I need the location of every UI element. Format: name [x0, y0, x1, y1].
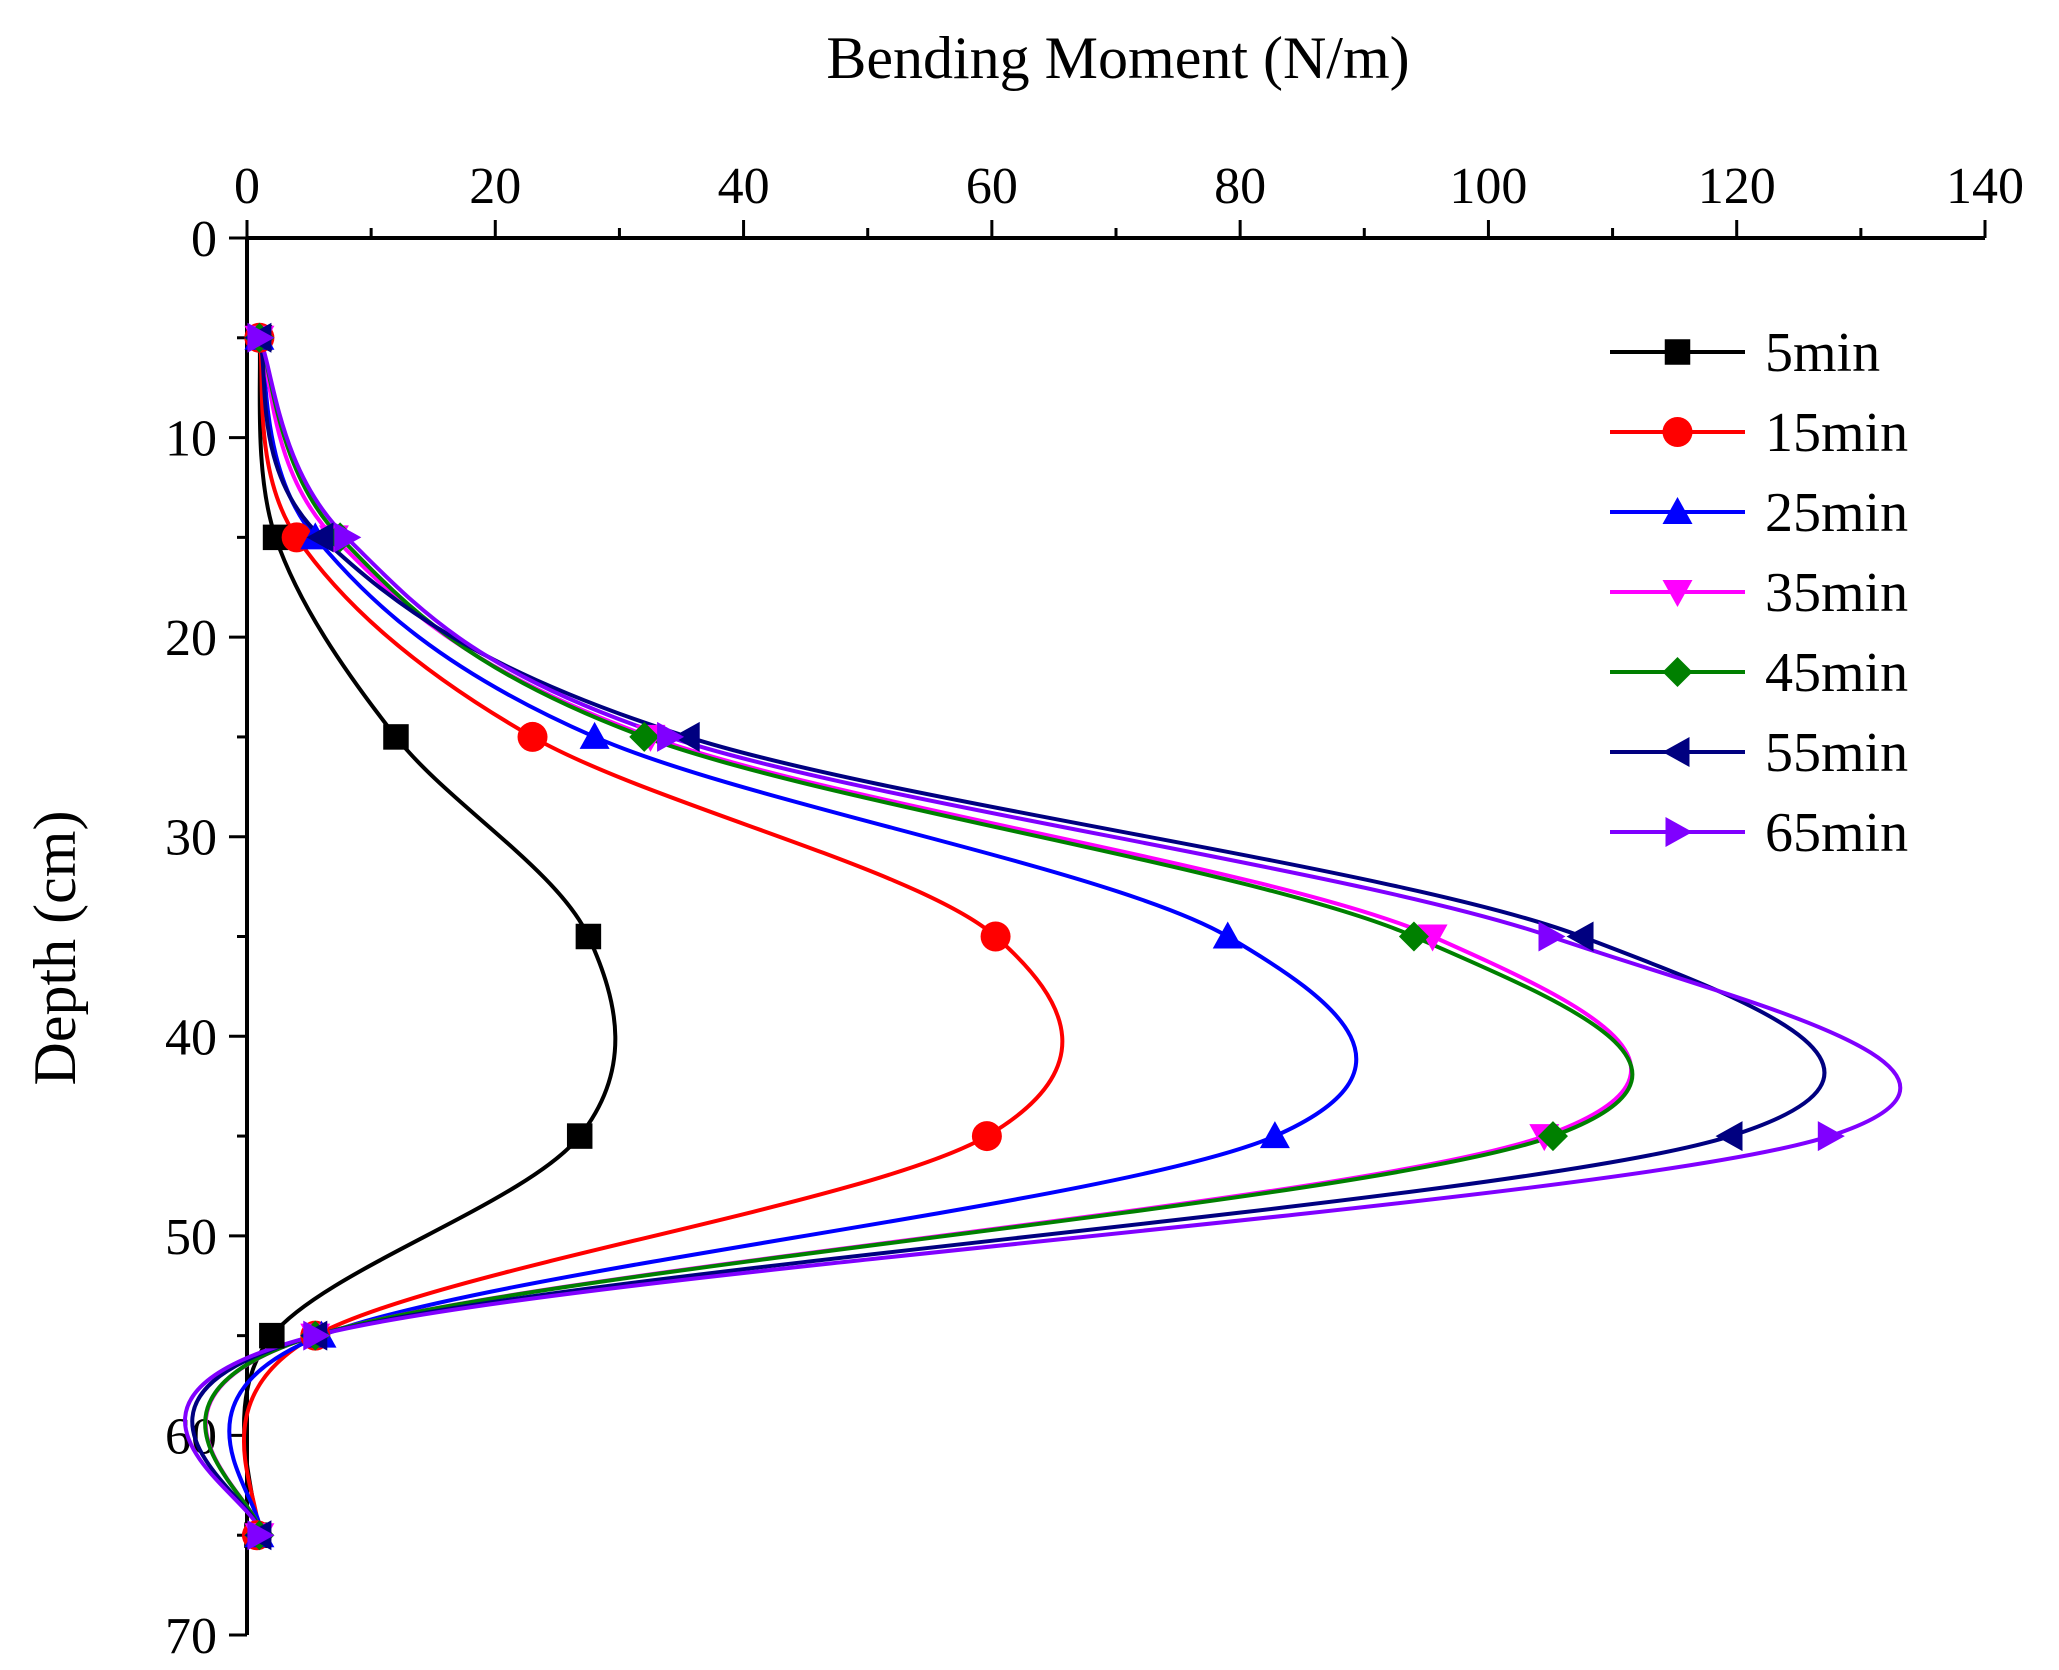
legend-marker-55min — [1662, 737, 1690, 767]
y-tick-label: 0 — [191, 211, 217, 268]
x-tick-label: 100 — [1449, 158, 1527, 215]
data-point-5min — [566, 1123, 593, 1149]
legend-label-15min: 15min — [1765, 402, 1908, 464]
legend-marker-25min — [1662, 497, 1693, 524]
x-tick-label: 140 — [1946, 158, 2024, 215]
legend-label-65min: 65min — [1765, 802, 1908, 864]
series-line-25min — [227, 337, 1359, 1536]
series-line-65min — [183, 336, 1902, 1536]
data-point-65min — [334, 522, 362, 553]
data-point-45min — [1537, 1121, 1568, 1152]
data-point-55min — [672, 721, 700, 752]
data-point-25min — [1259, 1121, 1290, 1149]
data-point-65min — [657, 721, 685, 752]
data-point-45min — [629, 721, 660, 752]
series-line-15min — [242, 337, 1065, 1536]
data-point-25min — [579, 721, 610, 749]
legend-label-55min: 55min — [1765, 722, 1908, 784]
y-tick-label: 50 — [165, 1209, 217, 1266]
x-tick-label: 40 — [718, 158, 770, 215]
data-point-15min — [517, 721, 548, 752]
data-point-15min — [971, 1121, 1002, 1152]
y-tick-label: 30 — [165, 810, 217, 867]
data-point-65min — [303, 1320, 331, 1351]
data-point-65min — [1538, 921, 1566, 952]
legend-label-25min: 25min — [1765, 482, 1908, 544]
legend-label-45min: 45min — [1765, 642, 1908, 704]
data-point-45min — [1398, 921, 1429, 952]
y-tick-label: 20 — [165, 610, 217, 667]
legend-label-35min: 35min — [1765, 562, 1908, 624]
data-point-65min — [247, 1520, 275, 1551]
data-point-55min — [1715, 1121, 1743, 1152]
x-tick-label: 80 — [1214, 158, 1266, 215]
data-point-15min — [980, 921, 1011, 952]
data-point-35min — [1417, 924, 1448, 952]
data-point-5min — [575, 923, 602, 950]
series-markers — [241, 322, 1845, 1551]
data-point-65min — [1817, 1121, 1845, 1152]
data-point-55min — [306, 522, 334, 553]
x-tick-label: 60 — [966, 158, 1018, 215]
data-point-55min — [1566, 921, 1594, 952]
legend-marker-15min — [1662, 417, 1693, 447]
data-point-5min — [383, 724, 409, 750]
series-curves — [183, 336, 1902, 1536]
x-axis-title: Bending Moment (N/m) — [826, 25, 1409, 91]
legend-marker-5min — [1664, 339, 1691, 365]
x-tick-label: 120 — [1698, 158, 1776, 215]
legend-marker-65min — [1665, 817, 1693, 847]
y-tick-label: 70 — [165, 1608, 217, 1665]
y-axis-title: Depth (cm) — [22, 811, 88, 1086]
legend-label-5min: 5min — [1765, 322, 1880, 384]
y-tick-label: 10 — [165, 411, 217, 468]
data-point-65min — [247, 322, 275, 353]
data-point-25min — [1212, 921, 1243, 949]
x-tick-label: 0 — [234, 158, 260, 215]
y-tick-label: 40 — [165, 1009, 217, 1066]
legend: 5min 15min 25min 35min 45min 55min 65min — [1610, 322, 1908, 864]
x-tick-label: 20 — [469, 158, 521, 215]
data-point-5min — [259, 1322, 285, 1349]
legend-marker-35min — [1662, 580, 1693, 607]
legend-marker-45min — [1662, 657, 1693, 687]
